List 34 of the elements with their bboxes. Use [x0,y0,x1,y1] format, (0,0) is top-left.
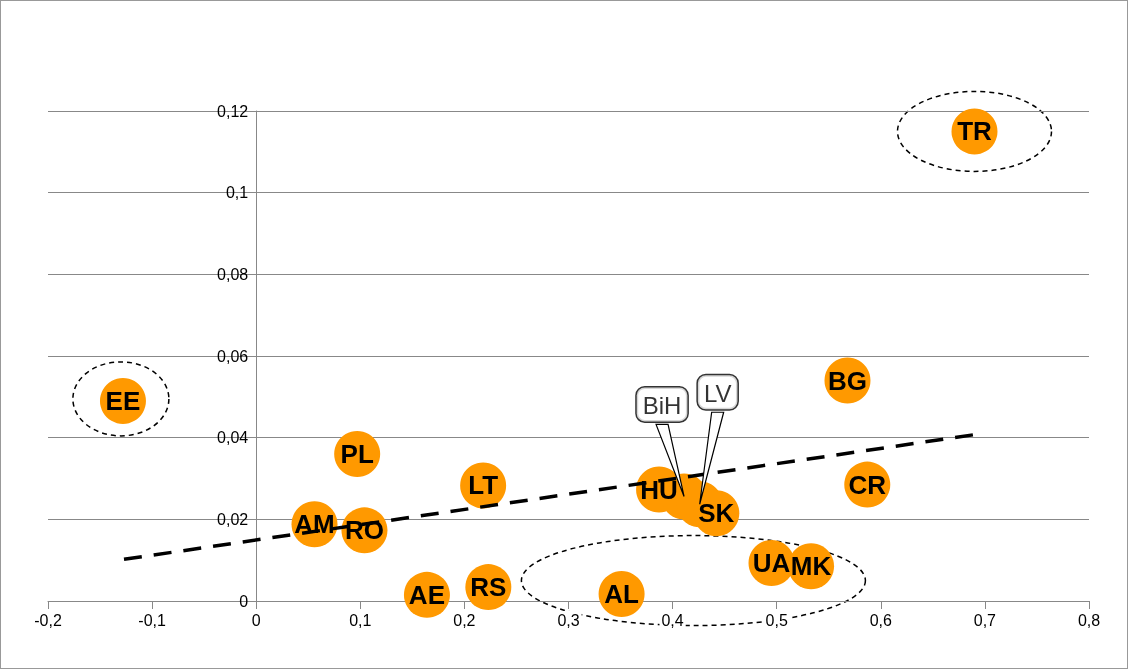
x-tick-label: 0,6 [869,611,893,629]
x-tick-label: -0,2 [34,611,62,629]
data-label: CR [848,469,887,500]
x-tick-label: 0,1 [349,611,372,629]
data-label: LT [468,470,499,501]
data-label: AL [604,579,640,610]
data-label: UA [752,548,791,579]
y-tick-label: 0,12 [217,102,249,120]
data-label: EE [105,385,141,416]
data-label: HU [640,474,678,505]
y-tick-label: 0,02 [217,510,249,528]
y-tick-label: 0,1 [225,184,249,202]
x-tick-label: -0,1 [138,611,166,629]
data-label: SK [698,498,735,529]
x-tick-label: 0,7 [973,611,997,629]
x-tick-label: 0,4 [661,611,684,629]
x-tick-label: 0,8 [1077,611,1101,629]
y-tick-label: 0,06 [217,347,249,365]
data-label: MK [790,551,832,582]
x-tick-label: 0,5 [765,611,788,629]
y-tick-label: 0,08 [217,265,249,283]
data-label: BG [827,365,867,396]
annotation: LV [703,379,732,407]
x-tick-label: 0,2 [453,611,476,629]
annotation: BiH [642,391,682,419]
data-label: AM [294,509,335,540]
y-tick-label: 0 [239,592,249,610]
data-label: TR [957,116,993,147]
data-label: AE [408,579,445,610]
data-label: PL [340,439,374,469]
x-tick-label: 0 [251,611,261,629]
y-tick-label: 0,04 [217,429,249,447]
data-label: RS [470,572,507,603]
x-tick-label: 0,3 [557,611,580,629]
